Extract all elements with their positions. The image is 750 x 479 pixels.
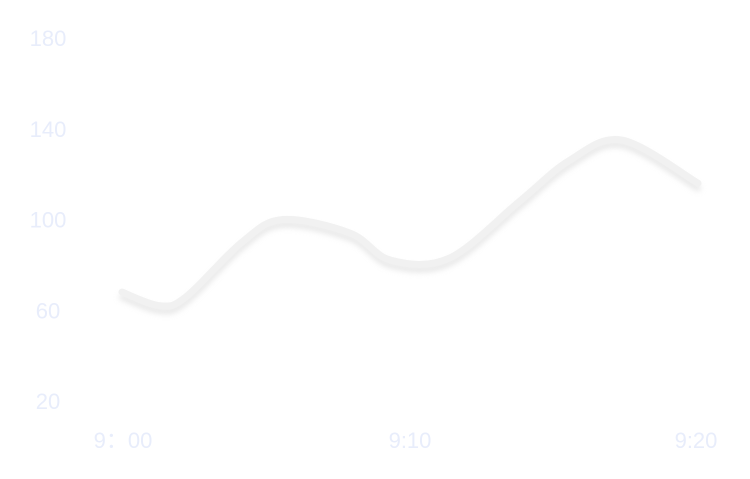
y-axis: 180 140 100 60 20	[30, 26, 67, 414]
x-tick-label: 9：00	[94, 428, 153, 453]
y-tick-label: 180	[30, 26, 67, 51]
series-line	[118, 135, 702, 310]
series-group	[118, 135, 702, 315]
y-tick-label: 20	[36, 389, 60, 414]
y-tick-label: 140	[30, 117, 67, 142]
y-tick-label: 100	[30, 208, 67, 233]
x-axis: 9：00 9:10 9:20	[94, 428, 718, 453]
x-tick-label: 9:20	[675, 428, 718, 453]
x-tick-label: 9:10	[389, 428, 432, 453]
y-tick-label: 60	[36, 298, 60, 323]
series-line-shadow	[119, 141, 701, 315]
